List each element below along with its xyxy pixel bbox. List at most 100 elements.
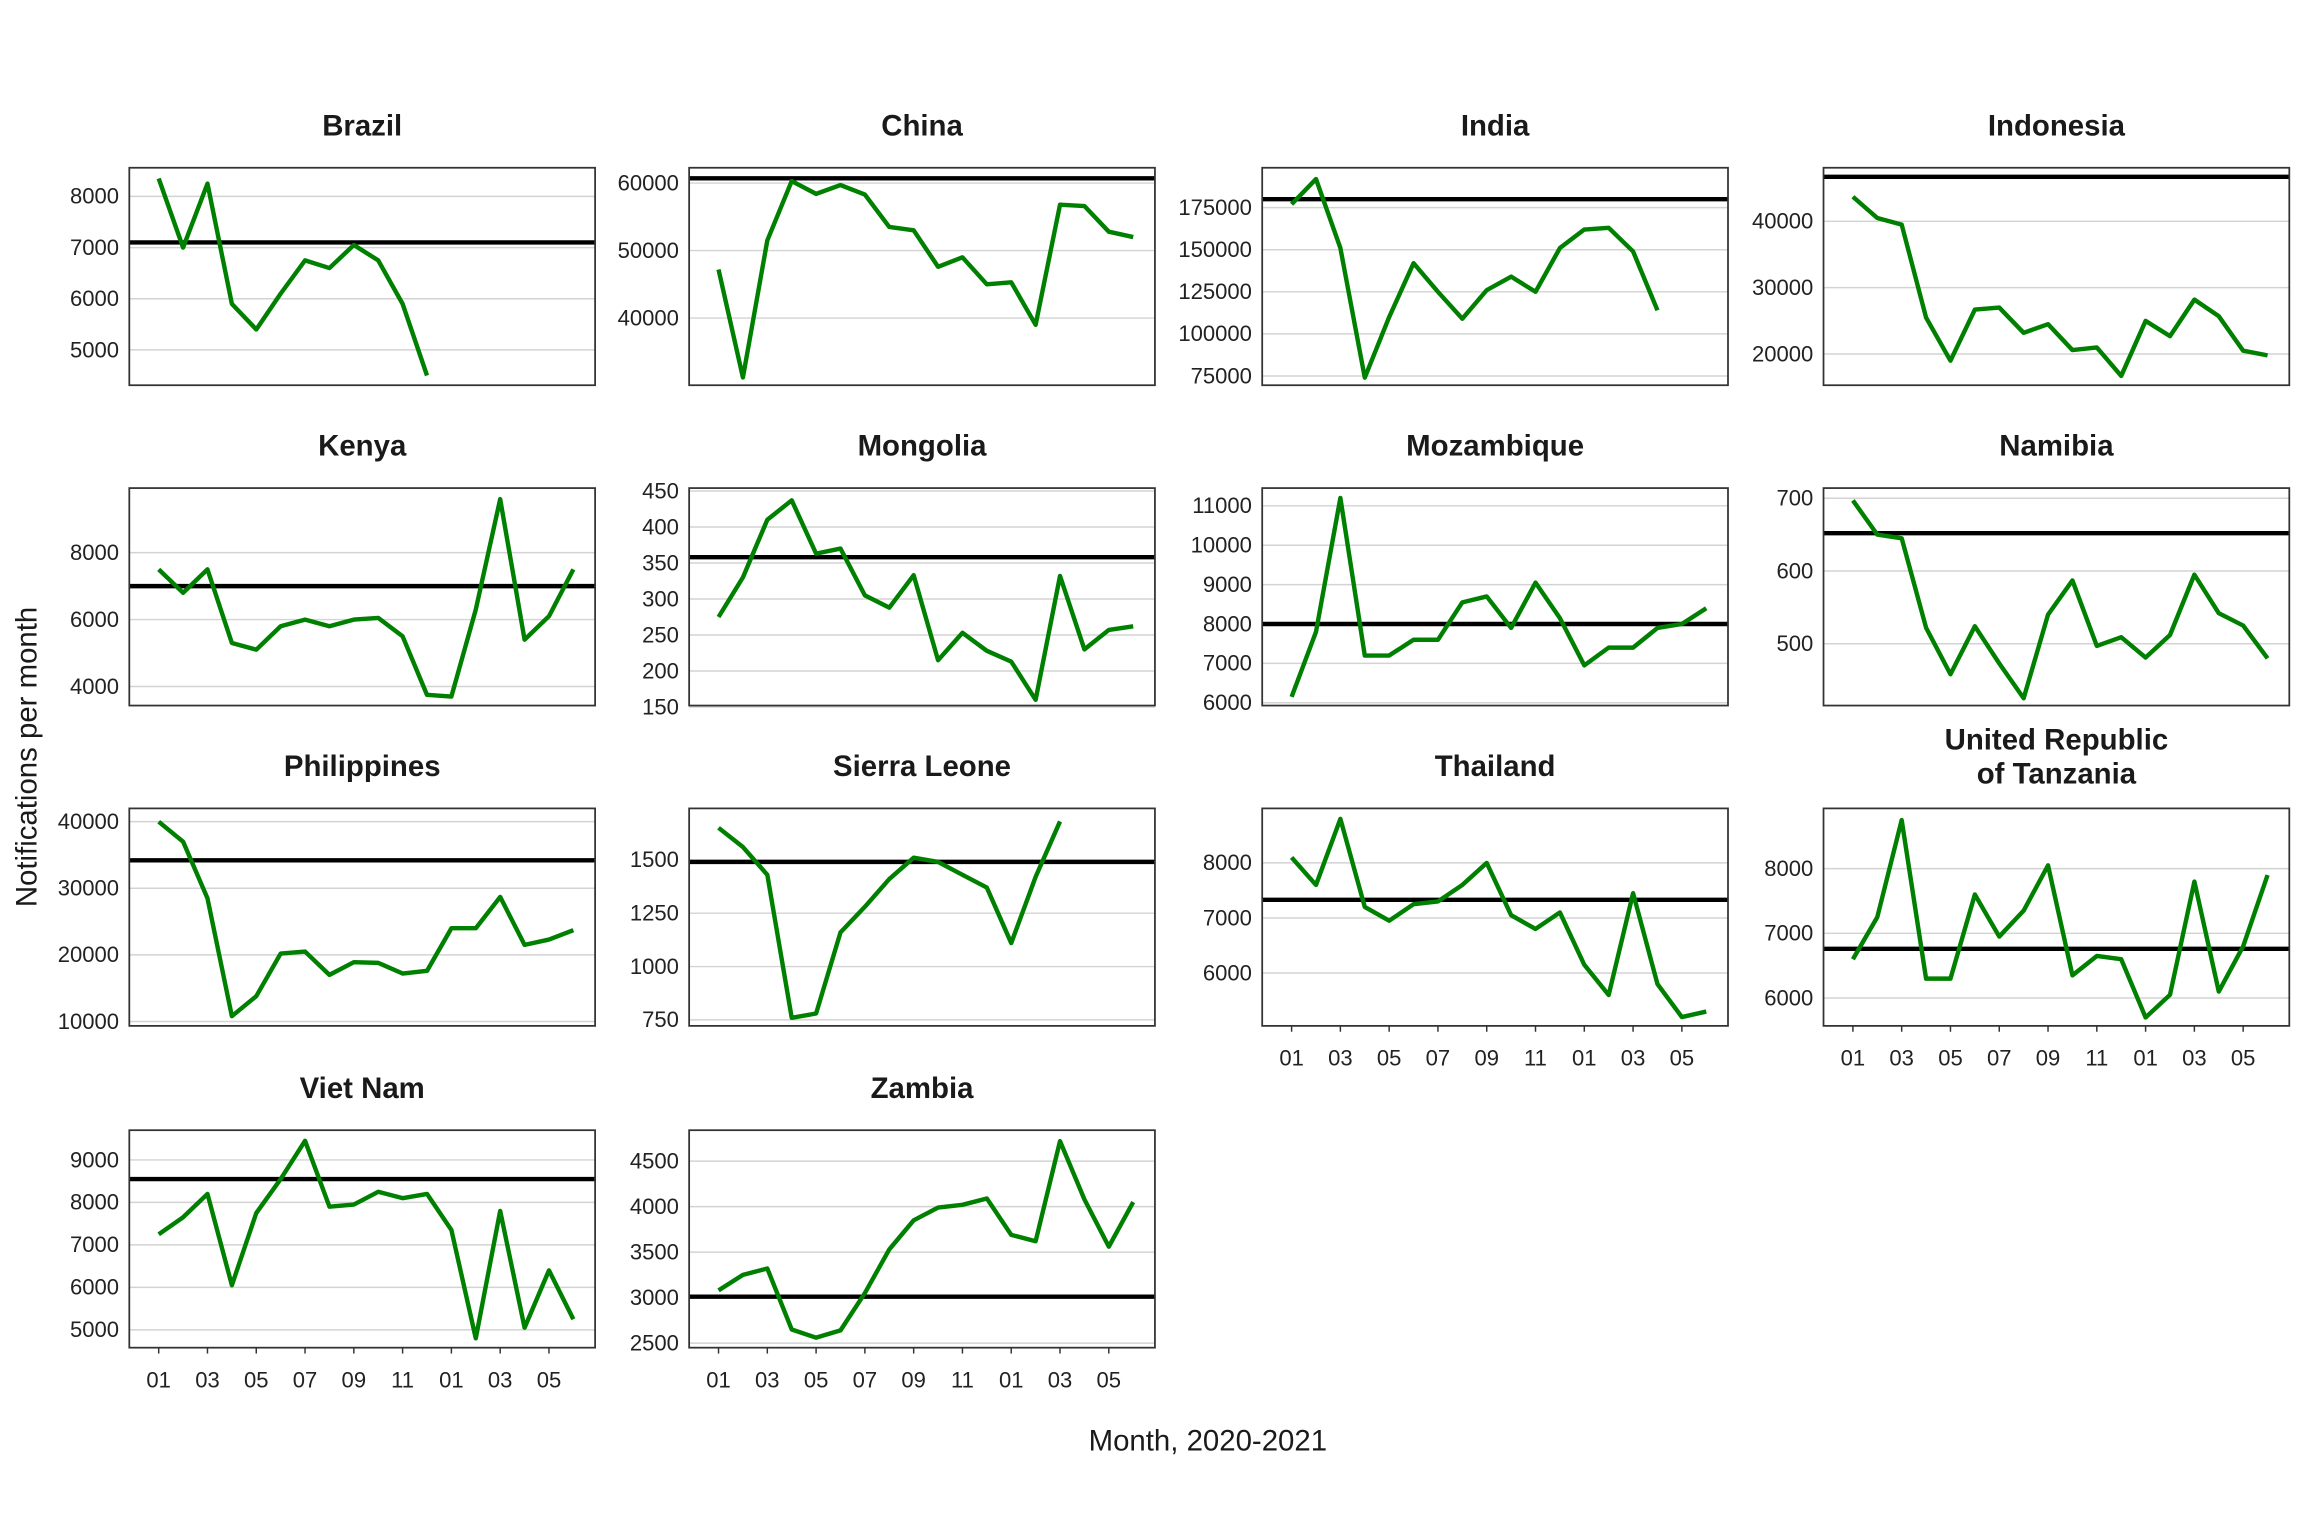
x-tick-label: 01 — [439, 1367, 464, 1392]
panel-sierra-leone: Sierra Leone 750 1000 1250 1500 — [630, 750, 1156, 1032]
x-tick-label: 05 — [1097, 1367, 1122, 1392]
x-tick-label: 01 — [706, 1367, 731, 1392]
panel-thailand: Thailand 6000 7000 8000 01 03 05 07 09 11 01 03 05 — [1203, 750, 1729, 1071]
y-axis-label: Notifications per month — [11, 607, 44, 907]
x-tick-label: 09 — [2036, 1046, 2061, 1071]
series-line — [1851, 195, 2268, 379]
y-tick-label: 6000 — [1203, 690, 1252, 715]
series-line — [157, 819, 575, 1019]
x-tick-label: 05 — [1938, 1046, 1963, 1071]
panel-title: Thailand — [1435, 750, 1556, 783]
y-tick-label: 40000 — [58, 809, 119, 834]
x-tick-label: 05 — [1377, 1046, 1402, 1071]
x-tick-label: 01 — [2133, 1046, 2158, 1071]
series-line — [1289, 495, 1708, 698]
y-tick-label: 40000 — [1752, 209, 1813, 234]
x-tick-label: 05 — [2231, 1046, 2256, 1071]
series-line — [717, 820, 1063, 1020]
panel-title: of Tanzania — [1977, 757, 2137, 790]
y-tick-label: 1500 — [630, 847, 679, 872]
y-tick-label: 4000 — [630, 1194, 679, 1219]
panel-title: Sierra Leone — [833, 750, 1011, 783]
y-tick-label: 700 — [1776, 486, 1813, 511]
y-tick-label: 6000 — [70, 1275, 119, 1300]
x-tick-label: 01 — [1279, 1046, 1304, 1071]
panel-frame — [688, 487, 1156, 707]
x-tick-label: 09 — [901, 1367, 926, 1392]
x-tick-label: 11 — [391, 1367, 414, 1392]
x-tick-label: 03 — [1048, 1367, 1073, 1392]
y-tick-label: 50000 — [618, 238, 679, 263]
series-line — [716, 178, 1134, 380]
y-tick-label: 1250 — [630, 901, 679, 926]
panel-title: Philippines — [284, 750, 441, 783]
y-tick-label: 175000 — [1178, 195, 1252, 220]
panel-title: Namibia — [1999, 430, 2114, 463]
panel-mozambique: Mozambique 6000 7000 8000 9000 10000 11000 — [1191, 430, 1729, 715]
panel-title: United Republic — [1945, 724, 2169, 757]
y-tick-label: 250 — [642, 622, 679, 647]
panel-title: Zambia — [871, 1072, 975, 1105]
x-tick-label: 09 — [342, 1367, 367, 1392]
x-tick-label: 05 — [244, 1367, 269, 1392]
panel-zambia: Zambia 2500 3000 3500 4000 4500 01 03 05 07 09 11 01… — [630, 1072, 1156, 1392]
y-tick-label: 75000 — [1191, 363, 1252, 388]
panel-frame — [1822, 166, 2291, 387]
panel-title: Mongolia — [858, 430, 988, 463]
y-tick-label: 4500 — [630, 1148, 679, 1173]
y-tick-label: 125000 — [1178, 279, 1252, 304]
y-tick-label: 40000 — [618, 305, 679, 330]
panel-china: China 40000 50000 60000 — [618, 109, 1156, 387]
y-tick-label: 5000 — [70, 337, 119, 362]
panel-indonesia: Indonesia 20000 30000 40000 — [1752, 109, 2291, 387]
y-tick-label: 7000 — [1203, 651, 1252, 676]
y-tick-label: 3500 — [630, 1239, 679, 1264]
series-line — [716, 498, 1134, 702]
panel-title: Brazil — [322, 109, 402, 142]
y-tick-label: 7000 — [70, 1232, 119, 1257]
y-tick-label: 8000 — [1203, 611, 1252, 636]
x-axis-label: Month, 2020-2021 — [1089, 1425, 1327, 1458]
series-line — [1290, 176, 1660, 380]
y-tick-label: 350 — [642, 550, 679, 575]
series-line — [1850, 817, 2270, 1020]
x-tick-label: 05 — [1670, 1046, 1695, 1071]
panel-frame — [1261, 166, 1729, 387]
y-tick-label: 5000 — [70, 1317, 119, 1342]
y-tick-label: 9000 — [1203, 572, 1252, 597]
panel-frame — [128, 1129, 596, 1349]
y-tick-label: 6000 — [1764, 985, 1813, 1010]
panel-frame — [688, 1129, 1156, 1349]
y-tick-label: 9000 — [70, 1147, 119, 1172]
series-line — [1851, 499, 2270, 701]
panel-title: Kenya — [318, 430, 407, 463]
x-tick-label: 07 — [293, 1367, 318, 1392]
x-tick-label: 03 — [1621, 1046, 1646, 1071]
x-tick-label: 03 — [2182, 1046, 2207, 1071]
y-tick-label: 6000 — [1203, 960, 1252, 985]
x-tick-label: 09 — [1474, 1046, 1499, 1071]
panel-frame — [1822, 487, 2291, 707]
y-tick-label: 7000 — [1203, 905, 1252, 930]
y-tick-label: 30000 — [58, 876, 119, 901]
panel-title: Mozambique — [1406, 430, 1584, 463]
y-tick-label: 300 — [642, 586, 679, 611]
y-tick-label: 10000 — [1191, 533, 1252, 558]
x-tick-label: 05 — [537, 1367, 562, 1392]
y-tick-label: 20000 — [58, 942, 119, 967]
x-tick-label: 07 — [853, 1367, 878, 1392]
series-line — [156, 177, 430, 377]
x-tick-label: 03 — [488, 1367, 513, 1392]
x-tick-label: 03 — [1328, 1046, 1353, 1071]
panel-title: India — [1461, 109, 1530, 142]
panel-frame — [128, 487, 596, 707]
y-tick-label: 8000 — [70, 184, 119, 209]
x-tick-label: 01 — [146, 1367, 171, 1392]
panel-frame — [128, 166, 596, 387]
x-tick-label: 07 — [1426, 1046, 1451, 1071]
y-tick-label: 150 — [642, 694, 679, 719]
y-tick-label: 4000 — [70, 674, 119, 699]
y-tick-label: 10000 — [58, 1009, 119, 1034]
y-tick-label: 8000 — [1203, 850, 1252, 875]
